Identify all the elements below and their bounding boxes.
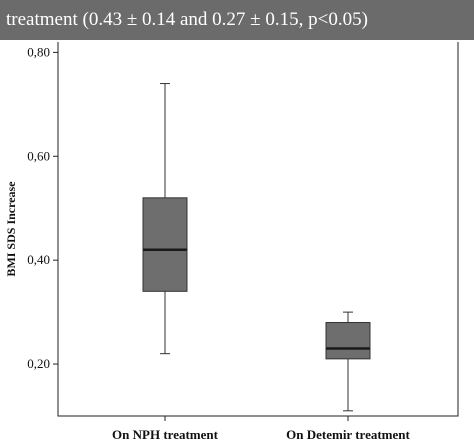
plot-frame [57,42,459,417]
y-tick-label: 0,40 [27,252,50,267]
y-tick-label: 0,60 [27,148,50,163]
box-iqr [142,197,188,292]
x-category-label: On NPH treatment [112,427,219,442]
box-iqr [325,322,371,360]
y-tick-label: 0,20 [27,356,50,371]
y-tick-label: 0,80 [27,44,50,59]
caption-text: treatment (0.43 ± 0.14 and 0.27 ± 0.15, … [6,9,368,30]
box-plot: 0,20 0,40 0,60 0,80 BMI SDS Increase On NPH t… [4,42,459,442]
caption-bar: treatment (0.43 ± 0.14 and 0.27 ± 0.15, … [0,0,474,40]
y-axis-label: BMI SDS Increase [4,181,18,277]
x-category-label: On Detemir treatment [286,427,410,442]
